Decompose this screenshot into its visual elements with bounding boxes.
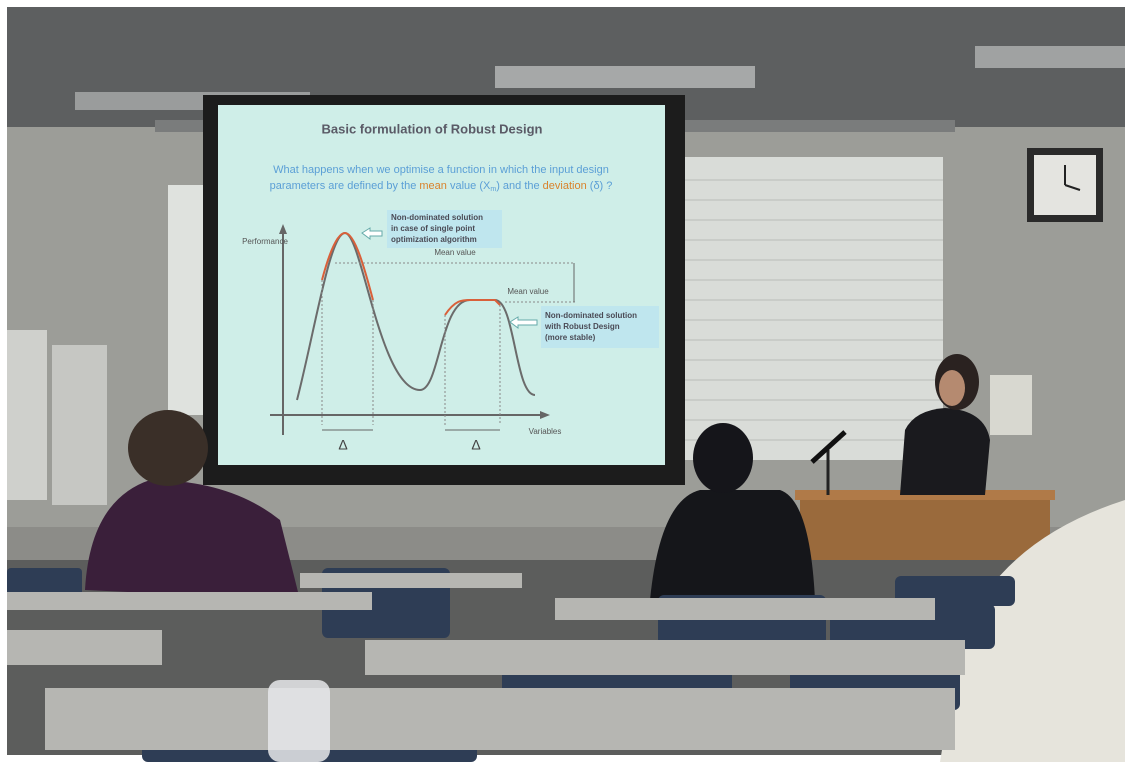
ceiling-light	[975, 46, 1125, 68]
blind-slats	[685, 179, 943, 441]
audience-head	[693, 423, 753, 493]
slide-title: Basic formulation of Robust Design	[321, 121, 542, 136]
question-segment: What happens when we optimise a function…	[273, 164, 609, 176]
note-line: optimization algorithm	[391, 235, 477, 244]
note-box	[541, 306, 659, 348]
note-line: (more stable)	[545, 333, 596, 342]
audience-member	[940, 500, 1125, 762]
audience-head	[128, 410, 208, 486]
question-segment: (δ) ?	[587, 180, 613, 192]
y-axis-label: Performance	[242, 237, 288, 246]
whiteboard	[7, 330, 47, 500]
whiteboard	[52, 345, 107, 505]
plateau-highlight	[444, 299, 501, 316]
guide-lines	[321, 262, 575, 425]
note-line: in case of single point	[391, 224, 475, 233]
mean-value-label: Mean value	[507, 287, 549, 296]
arrow	[509, 316, 538, 329]
question-segment: ) and the	[496, 180, 542, 192]
question-segment: mean	[419, 180, 447, 192]
slide	[218, 105, 665, 465]
slide-question: parameters are defined by the mean value…	[270, 180, 613, 193]
ceiling-light	[495, 66, 755, 88]
note-line: with Robust Design	[544, 322, 620, 331]
note-box	[387, 210, 502, 248]
note-line: Non-dominated solution	[391, 213, 483, 222]
question-segment: parameters are defined by the	[270, 180, 420, 192]
note-line: Non-dominated solution	[545, 311, 637, 320]
peak-highlight	[321, 231, 374, 301]
question-segment: value (X	[447, 180, 491, 192]
window-left	[168, 185, 208, 415]
clock-hand	[1064, 184, 1081, 191]
arrow	[361, 227, 383, 240]
x-axis-label: Variables	[529, 427, 562, 436]
performance-curve	[296, 231, 536, 401]
mean-value-label: Mean value	[434, 248, 476, 257]
question-segment: deviation	[543, 180, 587, 192]
microphone	[810, 430, 847, 464]
delta: Δ	[471, 437, 480, 453]
speaker	[900, 408, 990, 495]
water-bottle	[268, 680, 330, 762]
window-blinds	[685, 157, 943, 460]
audience-member	[650, 490, 815, 600]
slide-question: What happens when we optimise a function…	[273, 164, 609, 176]
desks	[7, 573, 965, 750]
question-segment: m	[490, 186, 496, 193]
arrowhead	[279, 224, 287, 234]
slide-content: Basic formulation of Robust Design Perfo…	[242, 121, 659, 453]
audience-member	[85, 480, 300, 600]
speaker-face	[939, 370, 965, 406]
delta: Δ	[338, 437, 347, 453]
notice	[990, 375, 1032, 435]
arrowhead	[540, 411, 550, 419]
